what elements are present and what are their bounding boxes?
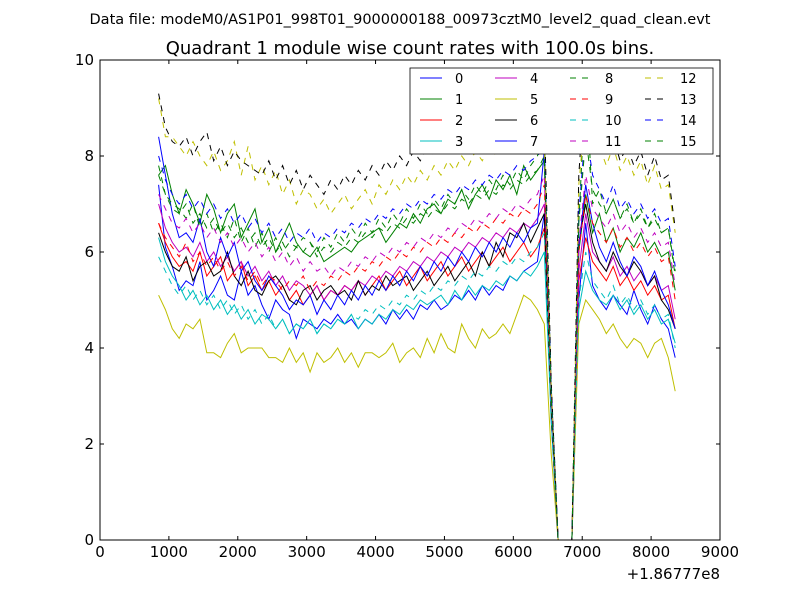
series-line-13 <box>158 69 676 540</box>
series-line-12 <box>158 98 676 540</box>
plot-frame <box>99 59 721 541</box>
legend-label-5: 5 <box>530 93 538 108</box>
legend-label-9: 9 <box>605 93 613 108</box>
series-line-0 <box>158 184 676 540</box>
legend-box <box>409 67 714 155</box>
legend-label-15: 15 <box>680 135 697 150</box>
legend-label-13: 13 <box>680 93 697 108</box>
x-tick-label: 7000 <box>563 543 601 561</box>
x-tick-label: 5000 <box>425 543 463 561</box>
legend-label-3: 3 <box>455 135 463 150</box>
x-tick-label: 8000 <box>632 543 670 561</box>
x-tick-label: 1000 <box>150 543 188 561</box>
legend-label-12: 12 <box>680 72 697 87</box>
x-offset-label: +1.86777e8 <box>627 565 720 583</box>
legend-label-14: 14 <box>680 114 697 129</box>
axis-layer: 0 1000 2000 3000 4000 5000 6000 7000 8000 9000 0 2 4… <box>75 51 739 561</box>
series-line-4 <box>158 203 676 540</box>
legend-label-10: 10 <box>605 114 622 129</box>
x-tick-label: 2000 <box>219 543 257 561</box>
y-tick-label: 6 <box>84 243 94 261</box>
y-tick-label: 2 <box>84 435 94 453</box>
y-tick-label: 4 <box>84 339 94 357</box>
legend-label-0: 0 <box>455 72 463 87</box>
legend-label-1: 1 <box>455 93 463 108</box>
series-line-3 <box>158 237 676 540</box>
x-tick-label: 0 <box>95 543 105 561</box>
x-tick-label: 6000 <box>494 543 532 561</box>
series-line-6 <box>158 203 676 540</box>
x-tick-label: 4000 <box>356 543 394 561</box>
legend-label-8: 8 <box>605 72 613 87</box>
figure-suptitle: Data file: modeM0/AS1P01_998T01_90000001… <box>90 12 711 28</box>
series-line-1 <box>158 159 676 540</box>
series-line-5 <box>158 294 676 540</box>
series-line-9 <box>158 184 676 540</box>
y-tick-label: 10 <box>75 51 94 69</box>
legend-label-11: 11 <box>605 135 622 150</box>
x-tick-label: 9000 <box>701 543 739 561</box>
y-tick-label: 8 <box>84 147 94 165</box>
legend-label-4: 4 <box>530 72 538 87</box>
legend-label-6: 6 <box>530 114 538 129</box>
series-line-7 <box>158 136 676 540</box>
legend-label-2: 2 <box>455 114 463 129</box>
chart-title: Quadrant 1 module wise count rates with … <box>166 38 655 59</box>
series-line-2 <box>158 223 676 540</box>
series-line-11 <box>158 175 676 540</box>
legend-label-7: 7 <box>530 135 538 150</box>
series-line-10 <box>158 232 676 540</box>
y-tick-label: 0 <box>84 531 94 549</box>
x-tick-label: 3000 <box>288 543 326 561</box>
